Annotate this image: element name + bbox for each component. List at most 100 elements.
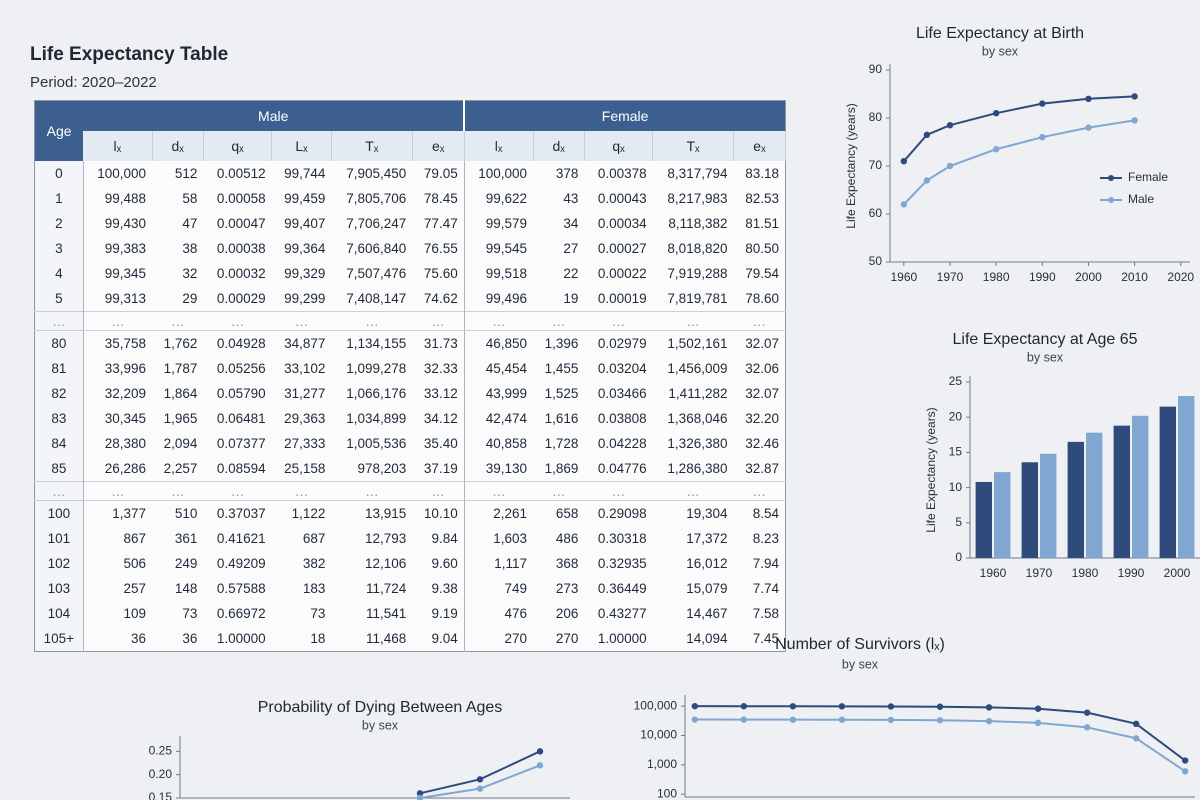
value-cell: 7,507,476 bbox=[346, 266, 407, 281]
value-cell: … bbox=[271, 311, 332, 331]
value-cell: 1,616 bbox=[544, 411, 579, 426]
value-cell: 0.00047 bbox=[216, 216, 266, 231]
value-cell: 43,999 bbox=[463, 381, 534, 406]
doc-period: Period: 2020–2022 bbox=[30, 74, 157, 91]
point bbox=[1132, 720, 1140, 728]
value-cell: 83.18 bbox=[745, 166, 779, 181]
value-cell: 73 bbox=[182, 606, 198, 621]
group-header: Female bbox=[463, 100, 786, 131]
value-cell: … bbox=[533, 311, 585, 331]
value-cell: 46,850 bbox=[463, 330, 534, 356]
y-axis-label: Life Expectancy (years) bbox=[924, 407, 938, 532]
value-cell: 8,317,794 bbox=[667, 166, 728, 181]
legend-label: Male bbox=[1128, 192, 1154, 206]
value-cell: 512 bbox=[174, 166, 198, 181]
value-cell: 99,744 bbox=[284, 166, 326, 181]
age-cell: … bbox=[34, 481, 84, 501]
point bbox=[1085, 95, 1092, 103]
value-cell: 14,467 bbox=[686, 606, 728, 621]
value-cell: 99,430 bbox=[104, 216, 147, 231]
y-tick-label: 10 bbox=[949, 480, 963, 494]
value-cell: 27 bbox=[563, 241, 579, 256]
value-cell: 0.00058 bbox=[216, 191, 266, 206]
value-cell: 0.30318 bbox=[597, 531, 647, 546]
value-cell: 99,313 bbox=[104, 291, 147, 306]
age-cell: 103 bbox=[34, 576, 84, 601]
table-row: 101 867 361 0.41621 687 12,793 9.84 1,603 486 0.3… bbox=[34, 526, 786, 551]
value-cell: 8,118,382 bbox=[668, 216, 728, 231]
bar bbox=[994, 472, 1011, 558]
value-cell: 1,117 bbox=[463, 551, 534, 576]
value-cell: 78.60 bbox=[745, 291, 779, 306]
value-cell: 32.07 bbox=[745, 386, 779, 401]
column-header: Tₓ bbox=[652, 131, 734, 161]
table-row: 5 99,313 29 0.00029 99,299 7,408,147 74.62 99,4… bbox=[34, 286, 786, 312]
value-cell: 0.03466 bbox=[597, 386, 647, 401]
value-cell: 35,758 bbox=[104, 336, 147, 351]
chart-title: Number of Survivors (lₓ) bbox=[775, 636, 945, 653]
y-tick-label: 0.20 bbox=[149, 767, 173, 781]
value-cell: 100,000 bbox=[97, 166, 147, 181]
value-cell: 82.53 bbox=[745, 191, 779, 206]
value-cell: 0.32935 bbox=[597, 556, 647, 571]
point bbox=[476, 776, 484, 783]
value-cell: 34.12 bbox=[423, 411, 458, 426]
chart-subtitle: by sex bbox=[982, 44, 1019, 58]
age-cell: 84 bbox=[34, 431, 84, 456]
value-cell: 2,257 bbox=[163, 461, 198, 476]
value-cell: 0.00034 bbox=[597, 216, 647, 231]
value-cell: … bbox=[463, 311, 534, 331]
value-cell: … bbox=[533, 481, 585, 501]
age-cell: 82 bbox=[34, 381, 84, 406]
x-tick-label: 2020 bbox=[1167, 270, 1194, 284]
age-cell: 1 bbox=[34, 186, 84, 211]
value-cell: 19,304 bbox=[686, 506, 728, 521]
value-cell: … bbox=[652, 311, 734, 331]
value-cell: 32.87 bbox=[745, 461, 779, 476]
value-cell: … bbox=[733, 481, 786, 501]
value-cell: 32,209 bbox=[104, 386, 147, 401]
age-cell: 2 bbox=[34, 211, 84, 236]
x-tick-label: 1960 bbox=[890, 270, 917, 284]
chart: Probability of Dying Between Ages by sex 0… bbox=[149, 699, 570, 800]
point bbox=[838, 716, 846, 723]
point bbox=[536, 762, 544, 769]
value-cell: 1,122 bbox=[291, 506, 326, 521]
point bbox=[789, 703, 797, 710]
value-cell: … bbox=[203, 311, 272, 331]
y-tick-label: 5 bbox=[955, 515, 962, 529]
value-cell: 28,380 bbox=[104, 436, 147, 451]
table-row: 84 28,380 2,094 0.07377 27,333 1,005,536 35.40… bbox=[34, 431, 786, 456]
value-cell: 32 bbox=[182, 266, 198, 281]
value-cell: 18 bbox=[310, 631, 326, 646]
value-cell: 7,819,781 bbox=[667, 291, 728, 306]
x-tick-label: 2000 bbox=[1075, 270, 1102, 284]
column-header: dₓ bbox=[152, 131, 204, 161]
value-cell: 9.84 bbox=[431, 531, 458, 546]
point bbox=[992, 110, 1000, 117]
value-cell: 79.05 bbox=[423, 166, 458, 181]
legend-marker bbox=[1108, 197, 1114, 203]
age-cell: 0 bbox=[34, 161, 84, 186]
legend-marker bbox=[1108, 175, 1114, 181]
table-head: Age Male Female lₓ dₓ qₓ Lₓ Tₓ eₓ lₓ dₓ qₓ Tₓ eₓ bbox=[34, 100, 787, 161]
y-tick-label: 15 bbox=[949, 445, 963, 459]
value-cell: 378 bbox=[555, 166, 579, 181]
value-cell: … bbox=[412, 481, 465, 501]
table-row: 104 109 73 0.66972 73 11,541 9.19 476 206 0.43277… bbox=[34, 601, 786, 626]
value-cell: 47 bbox=[182, 216, 198, 231]
point bbox=[838, 703, 846, 710]
value-cell: 0.00032 bbox=[216, 266, 266, 281]
age-cell: 100 bbox=[34, 500, 84, 526]
point bbox=[1039, 100, 1046, 107]
column-header: lₓ bbox=[83, 131, 153, 161]
point bbox=[1131, 93, 1138, 100]
column-header: Tₓ bbox=[331, 131, 413, 161]
bar bbox=[1021, 462, 1038, 558]
value-cell: 183 bbox=[302, 581, 326, 596]
value-cell: 1.00000 bbox=[597, 631, 647, 646]
y-tick-label: 90 bbox=[869, 62, 883, 76]
value-cell: 99,518 bbox=[463, 261, 534, 286]
life-table: Age Male Female lₓ dₓ qₓ Lₓ Tₓ eₓ lₓ dₓ qₓ Tₓ eₓ 0 100,… bbox=[34, 100, 787, 652]
value-cell: 1,728 bbox=[544, 436, 579, 451]
